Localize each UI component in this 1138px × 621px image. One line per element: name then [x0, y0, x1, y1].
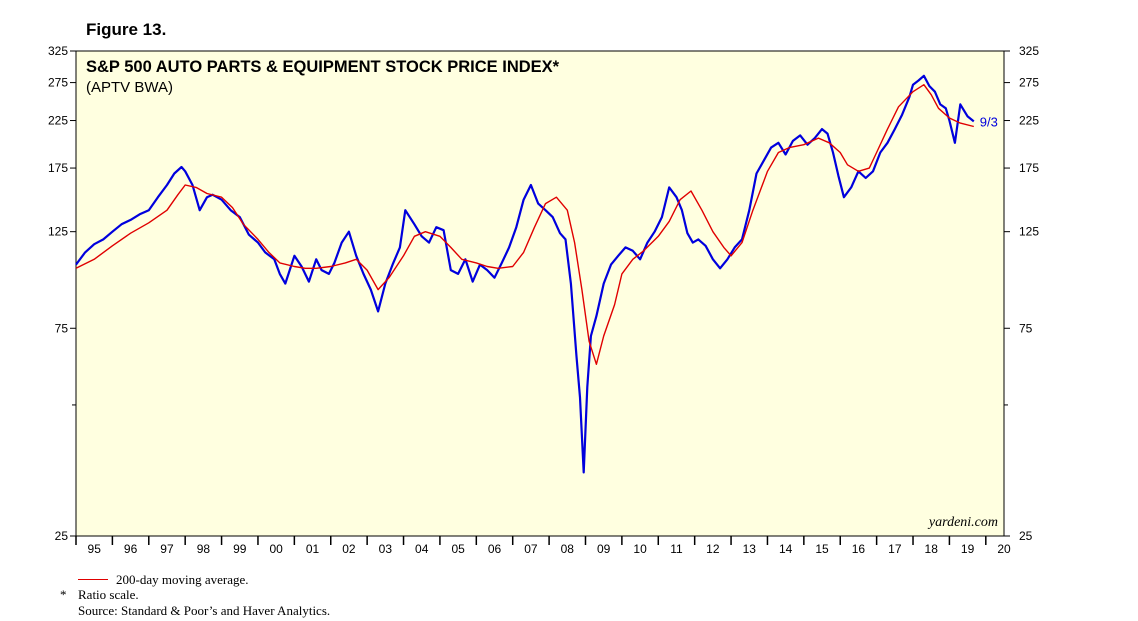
x-tick-label: 95	[88, 542, 102, 556]
x-tick-label: 08	[561, 542, 575, 556]
y-tick-label-right: 75	[1019, 321, 1033, 335]
chart-subtitle: (APTV BWA)	[86, 79, 173, 96]
price-series-line	[75, 74, 975, 474]
x-tick-label: 13	[743, 542, 757, 556]
y-tick-label-right: 275	[1019, 76, 1039, 90]
x-tick-label: 01	[306, 542, 320, 556]
x-tick-label: 15	[815, 542, 829, 556]
y-tick-label-left: 175	[48, 161, 68, 175]
x-tick-label: 19	[961, 542, 975, 556]
x-tick-label: 09	[597, 542, 611, 556]
y-tick-label-right: 175	[1019, 161, 1039, 175]
x-tick-label: 16	[852, 542, 866, 556]
y-tick-label-left: 75	[55, 321, 69, 335]
x-tick-label: 00	[269, 542, 283, 556]
x-tick-label: 04	[415, 542, 429, 556]
x-tick-label: 17	[888, 542, 902, 556]
x-tick-label: 06	[488, 542, 502, 556]
end-date-label: 9/3	[980, 114, 998, 129]
figure-label: Figure 13.	[86, 20, 167, 39]
x-tick-label: 96	[124, 542, 138, 556]
y-tick-label-left: 275	[48, 76, 68, 90]
y-tick-label-left: 325	[48, 44, 68, 58]
note-asterisk: *	[60, 587, 67, 602]
moving-average-line	[75, 83, 974, 365]
y-tick-label-right: 125	[1019, 225, 1039, 239]
legend-text: 200-day moving average.	[116, 572, 249, 587]
x-tick-label: 12	[706, 542, 720, 556]
plot-background	[75, 50, 1005, 537]
y-tick-label-left: 125	[48, 225, 68, 239]
x-tick-label: 02	[342, 542, 356, 556]
x-tick-label: 99	[233, 542, 247, 556]
y-tick-label-right: 25	[1019, 529, 1033, 543]
y-tick-label-left: 225	[48, 114, 68, 128]
x-tick-label: 07	[524, 542, 538, 556]
y-tick-label-left: 25	[55, 529, 69, 543]
yardeni-watermark: yardeni.com	[927, 515, 998, 530]
y-tick-label-right: 225	[1019, 114, 1039, 128]
moving-average-legend-swatch	[78, 579, 108, 580]
y-tick-label-right: 325	[1019, 44, 1039, 58]
x-tick-label: 14	[779, 542, 793, 556]
x-tick-label: 97	[160, 542, 174, 556]
ratio-scale-note: Ratio scale.	[78, 587, 139, 602]
x-tick-label: 98	[197, 542, 211, 556]
x-tick-label: 18	[925, 542, 939, 556]
x-tick-label: 05	[451, 542, 465, 556]
chart-title: S&P 500 AUTO PARTS & EQUIPMENT STOCK PRI…	[86, 58, 560, 76]
source-note: Source: Standard & Poor’s and Haver Anal…	[78, 603, 331, 618]
x-tick-label: 11	[670, 542, 683, 556]
x-tick-label: 20	[997, 542, 1011, 556]
x-tick-label: 10	[633, 542, 647, 556]
x-tick-label: 03	[379, 542, 393, 556]
